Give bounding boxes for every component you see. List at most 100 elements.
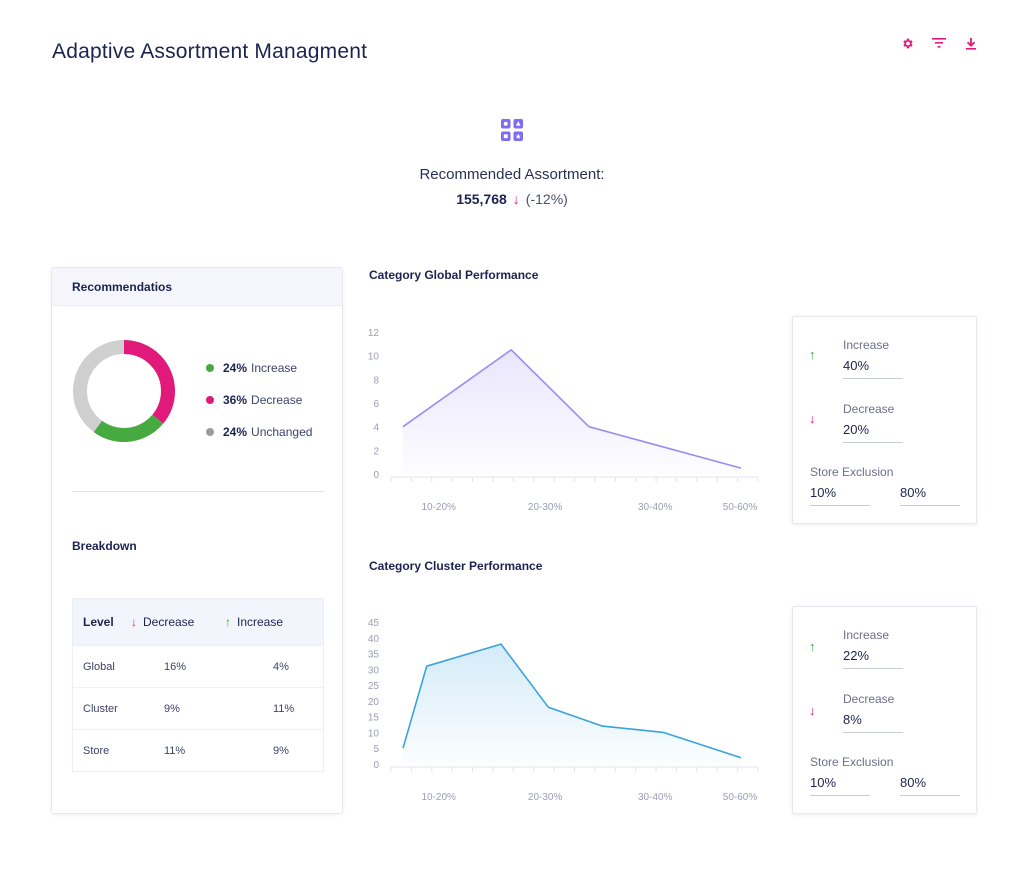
up-arrow-icon: ↑ (809, 639, 816, 654)
filter-icon (932, 38, 946, 48)
legend-unchanged-label: Unchanged (251, 425, 313, 439)
y-tick-label: 10 (368, 352, 380, 363)
row-decrease: 16% (164, 660, 187, 673)
global-decrease-metric[interactable]: Decrease 20% (843, 402, 903, 443)
x-tick-label: 10-20% (421, 502, 456, 513)
table-header: Level ↓ Decrease ↑ Increase (73, 599, 323, 645)
legend-item-increase: 24% Increase (206, 352, 312, 384)
header-decrease[interactable]: ↓ Decrease (131, 615, 225, 629)
download-button[interactable] (962, 34, 980, 52)
assortment-summary: Recommended Assortment: 155,768 ↓ (-12%) (0, 118, 1024, 207)
row-level: Cluster (83, 702, 118, 715)
cluster-decrease-field[interactable]: 8% (843, 712, 903, 733)
cluster-adjustment-card: ↑ Increase 22% ↓ Decrease 8% Store Exclu… (792, 606, 977, 814)
header-level[interactable]: Level (83, 615, 114, 629)
global-exclusion-max-field[interactable]: 80% (900, 485, 960, 506)
series-area (403, 644, 741, 764)
y-tick-label: 0 (373, 470, 379, 481)
series-line (402, 349, 742, 469)
increase-label: Increase (843, 338, 890, 352)
recommendations-card: Recommendatios 24% Increase 36% Decrease… (51, 267, 343, 814)
gear-icon (902, 38, 913, 48)
up-arrow-icon: ↑ (809, 347, 816, 362)
legend-increase-label: Increase (251, 361, 298, 375)
cluster-exclusion-min-field[interactable]: 10% (810, 775, 870, 796)
decrease-label: Decrease (843, 402, 895, 416)
cluster-increase-field[interactable]: 22% (843, 648, 903, 669)
global-adjustment-card: ↑ Increase 40% ↓ Decrease 20% Store Excl… (792, 316, 977, 524)
y-tick-label: 35 (368, 650, 380, 661)
x-tick-label: 20-30% (528, 502, 563, 513)
legend-decrease-pct: 36% (223, 393, 248, 407)
legend-item-unchanged: 24% Unchanged (206, 416, 312, 448)
down-arrow-icon: ↓ (131, 615, 137, 629)
row-level: Store (83, 744, 110, 757)
x-tick-label: 50-60% (723, 792, 758, 803)
cluster-exclusion-max-field[interactable]: 80% (900, 775, 960, 796)
recommendations-legend: 24% Increase 36% Decrease 24% Unchanged (206, 352, 312, 448)
summary-value-row: 155,768 ↓ (-12%) (0, 191, 1024, 207)
down-arrow-icon: ↓ (809, 703, 816, 718)
global-performance-chart: 0 2 4 6 8 10 12 10-20% 20-30% 30-40% 50-60% (368, 328, 759, 513)
y-tick-label: 45 (368, 618, 380, 629)
summary-change: (-12%) (525, 191, 568, 207)
x-tick-label: 10-20% (421, 792, 456, 803)
row-decrease: 11% (164, 744, 186, 757)
page-title: Adaptive Assortment Managment (52, 40, 368, 63)
y-tick-label: 4 (373, 423, 379, 434)
unchanged-dot-icon (206, 428, 214, 436)
global-exclusion-min-field[interactable]: 10% (810, 485, 870, 506)
y-tick-label: 2 (373, 446, 379, 457)
table-row: Global 16% 4% (73, 645, 323, 687)
download-icon (966, 37, 976, 50)
store-exclusion-label: Store Exclusion (810, 465, 894, 479)
x-tick-label: 50-60% (723, 502, 758, 513)
y-tick-label: 30 (368, 665, 380, 676)
series-line (402, 643, 742, 759)
y-tick-label: 20 (368, 697, 380, 708)
increase-dot-icon (206, 364, 214, 372)
summary-value: 155,768 (456, 191, 507, 207)
down-arrow-icon: ↓ (809, 411, 816, 426)
store-exclusion-label: Store Exclusion (810, 755, 894, 769)
y-tick-label: 8 (373, 375, 379, 386)
up-arrow-icon: ↑ (225, 615, 231, 629)
breakdown-table: Level ↓ Decrease ↑ Increase Global 16% 4% … (72, 598, 324, 772)
recommendations-title: Recommendatios (52, 268, 342, 306)
summary-label: Recommended Assortment: (419, 166, 605, 183)
y-tick-label: 12 (368, 328, 380, 339)
divider (72, 491, 324, 492)
legend-unchanged-pct: 24% (223, 425, 248, 439)
filter-button[interactable] (930, 34, 948, 52)
cluster-performance-chart: 0 5 10 15 20 25 30 35 40 45 10-20% 20-30% 30-40% 50-6… (368, 618, 759, 803)
y-tick-label: 15 (368, 713, 380, 724)
increase-label: Increase (843, 628, 890, 642)
legend-decrease-label: Decrease (251, 393, 303, 407)
row-level: Global (83, 660, 115, 673)
table-row: Store 11% 9% (73, 729, 323, 771)
row-increase: 9% (273, 744, 289, 757)
row-increase: 11% (273, 702, 295, 715)
global-decrease-field[interactable]: 20% (843, 422, 903, 443)
donut-decrease-segment (73, 340, 175, 442)
y-tick-label: 40 (368, 634, 380, 645)
header-increase-label: Increase (237, 615, 284, 629)
cluster-decrease-metric[interactable]: Decrease 8% (843, 692, 903, 733)
down-arrow-icon: ↓ (512, 191, 520, 207)
header-decrease-label: Decrease (143, 615, 195, 629)
header-increase[interactable]: ↑ Increase (225, 615, 323, 629)
decrease-label: Decrease (843, 692, 895, 706)
global-increase-metric[interactable]: Increase 40% (843, 338, 903, 379)
y-tick-label: 6 (373, 399, 379, 410)
cluster-increase-metric[interactable]: Increase 22% (843, 628, 903, 669)
settings-button[interactable] (898, 34, 916, 52)
global-increase-field[interactable]: 40% (843, 358, 903, 379)
row-increase: 4% (273, 660, 289, 673)
y-tick-label: 5 (373, 744, 379, 755)
x-tick-label: 30-40% (638, 792, 673, 803)
donut-increase-segment (73, 340, 175, 442)
breakdown-title: Breakdown (72, 539, 137, 553)
decrease-dot-icon (206, 396, 214, 404)
x-tick-label: 30-40% (638, 502, 673, 513)
toolbar (898, 34, 980, 52)
